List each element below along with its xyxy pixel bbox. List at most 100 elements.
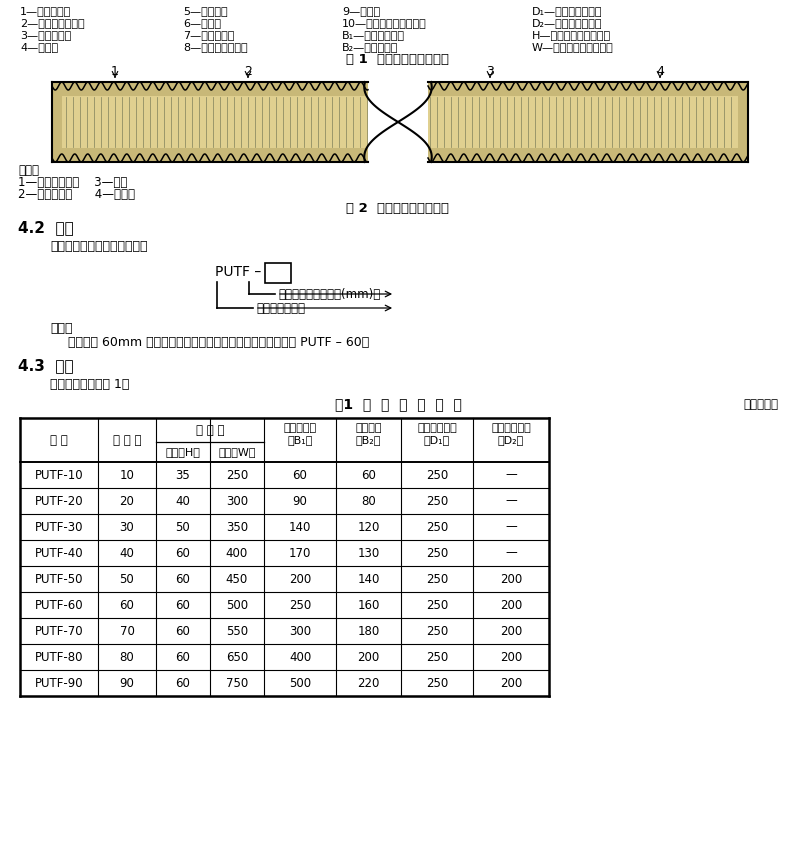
Text: 200: 200	[500, 598, 522, 612]
Text: 表1  伸  缩  装  置  规  格: 表1 伸 缩 装 置 规 格	[334, 397, 462, 411]
Text: 30: 30	[119, 520, 135, 534]
Text: PUTF –: PUTF –	[215, 265, 261, 279]
Text: 650: 650	[226, 651, 248, 663]
Text: 2: 2	[244, 64, 252, 78]
Text: D₂—稳定元件间距；: D₂—稳定元件间距；	[532, 18, 603, 28]
Text: 3: 3	[486, 64, 494, 78]
Bar	[265, 263, 291, 283]
Text: 200: 200	[500, 677, 522, 689]
Bar	[62, 96, 368, 148]
Text: 6—垫板；: 6—垫板；	[183, 18, 221, 28]
Text: 说明：: 说明：	[18, 163, 39, 177]
Text: 450: 450	[226, 573, 248, 585]
Text: 35: 35	[176, 469, 190, 481]
Text: 1—密封隔离层；    3—轴；: 1—密封隔离层； 3—轴；	[18, 175, 127, 189]
Text: 不粘结宽度: 不粘结宽度	[283, 423, 317, 433]
Text: 500: 500	[289, 677, 311, 689]
Text: 示例：: 示例：	[50, 321, 72, 334]
Text: 60: 60	[176, 547, 190, 559]
Text: 伸 缩 量: 伸 缩 量	[113, 433, 141, 447]
Text: PUTF-80: PUTF-80	[35, 651, 84, 663]
Text: 型 号: 型 号	[50, 433, 68, 447]
Text: 70: 70	[119, 624, 135, 638]
Text: 200: 200	[500, 624, 522, 638]
Text: 250: 250	[426, 547, 448, 559]
Text: 400: 400	[226, 547, 248, 559]
Text: 7—折弯钉板；: 7—折弯钉板；	[183, 30, 234, 40]
Text: 60: 60	[176, 573, 190, 585]
Text: PUTF-20: PUTF-20	[35, 495, 84, 508]
Text: 80: 80	[361, 495, 376, 508]
Text: 伸缩量为 60mm 的聚氨酯填充式桥梁伸缩装置，其型号表示为 PUTF – 60。: 伸缩量为 60mm 的聚氨酯填充式桥梁伸缩装置，其型号表示为 PUTF – 60…	[68, 336, 369, 349]
Text: 1: 1	[111, 64, 119, 78]
Bar	[52, 82, 368, 162]
Text: 250: 250	[426, 677, 448, 689]
Text: 90: 90	[293, 495, 307, 508]
Text: 60: 60	[361, 469, 376, 481]
Text: 350: 350	[226, 520, 248, 534]
Text: PUTF-60: PUTF-60	[35, 598, 84, 612]
Text: 50: 50	[176, 520, 190, 534]
Text: 170: 170	[289, 547, 311, 559]
Text: 50: 50	[119, 573, 135, 585]
Text: 250: 250	[289, 598, 311, 612]
Text: 9—梁体；: 9—梁体；	[342, 6, 380, 16]
Text: （D₁）: （D₁）	[424, 435, 450, 445]
Text: 250: 250	[426, 495, 448, 508]
Text: 稳定元件间距: 稳定元件间距	[491, 423, 531, 433]
Text: B₂—盖板宽度；: B₂—盖板宽度；	[342, 42, 398, 52]
Text: 60: 60	[176, 624, 190, 638]
Text: —: —	[505, 547, 517, 559]
Text: 140: 140	[357, 573, 380, 585]
Text: 盖板宽度: 盖板宽度	[355, 423, 382, 433]
Text: 750: 750	[226, 677, 248, 689]
Text: 220: 220	[357, 677, 380, 689]
Text: 140: 140	[289, 520, 311, 534]
Text: 200: 200	[500, 573, 522, 585]
Text: B₁—不粘结宽度；: B₁—不粘结宽度；	[342, 30, 405, 40]
Text: 60: 60	[293, 469, 307, 481]
Text: 250: 250	[226, 469, 248, 481]
Text: 10—路面（桥面）铺装；: 10—路面（桥面）铺装；	[342, 18, 427, 28]
Text: 400: 400	[289, 651, 311, 663]
Text: 40: 40	[119, 547, 135, 559]
Text: 60: 60	[176, 677, 190, 689]
Text: 200: 200	[500, 651, 522, 663]
Text: —: —	[505, 520, 517, 534]
Text: —: —	[505, 495, 517, 508]
Text: W—聚氨酯伸缩体宽度。: W—聚氨酯伸缩体宽度。	[532, 42, 614, 52]
Text: —: —	[505, 469, 517, 481]
Text: 90: 90	[119, 677, 135, 689]
Text: 60: 60	[119, 598, 135, 612]
Text: 160: 160	[357, 598, 380, 612]
Text: 550: 550	[226, 624, 248, 638]
Text: 60: 60	[176, 598, 190, 612]
Text: （D₂）: （D₂）	[498, 435, 524, 445]
Text: 单位为毫米: 单位为毫米	[743, 398, 778, 410]
Text: 伸缩装置型号表示方法如下：: 伸缩装置型号表示方法如下：	[50, 239, 147, 252]
Text: H—聚氨酯伸缩体厚度；: H—聚氨酯伸缩体厚度；	[532, 30, 611, 40]
Text: 8—混凝土找平层；: 8—混凝土找平层；	[183, 42, 248, 52]
Text: 200: 200	[289, 573, 311, 585]
Text: 20: 20	[119, 495, 135, 508]
Text: 锁固螺栓间距: 锁固螺栓间距	[417, 423, 457, 433]
Text: 60: 60	[176, 651, 190, 663]
Text: 250: 250	[426, 624, 448, 638]
Text: PUTF-50: PUTF-50	[35, 573, 84, 585]
Text: （B₁）: （B₁）	[287, 435, 313, 445]
Text: 250: 250	[426, 573, 448, 585]
Text: 40: 40	[176, 495, 190, 508]
Text: 2—聚氨酯伸缩体；: 2—聚氨酯伸缩体；	[20, 18, 84, 28]
Text: 250: 250	[426, 651, 448, 663]
Bar	[428, 82, 748, 162]
Text: 300: 300	[289, 624, 311, 638]
Text: 宽度（W）: 宽度（W）	[218, 447, 256, 457]
Text: 120: 120	[357, 520, 380, 534]
Text: 180: 180	[357, 624, 380, 638]
Text: D₁—锁固螺栓间距；: D₁—锁固螺栓间距；	[532, 6, 603, 16]
Text: 4.2  型号: 4.2 型号	[18, 221, 74, 235]
Text: 250: 250	[426, 520, 448, 534]
Text: 250: 250	[426, 598, 448, 612]
Text: PUTF-70: PUTF-70	[35, 624, 84, 638]
Text: 图 1  伸缩装置结构示意图: 图 1 伸缩装置结构示意图	[346, 52, 450, 65]
